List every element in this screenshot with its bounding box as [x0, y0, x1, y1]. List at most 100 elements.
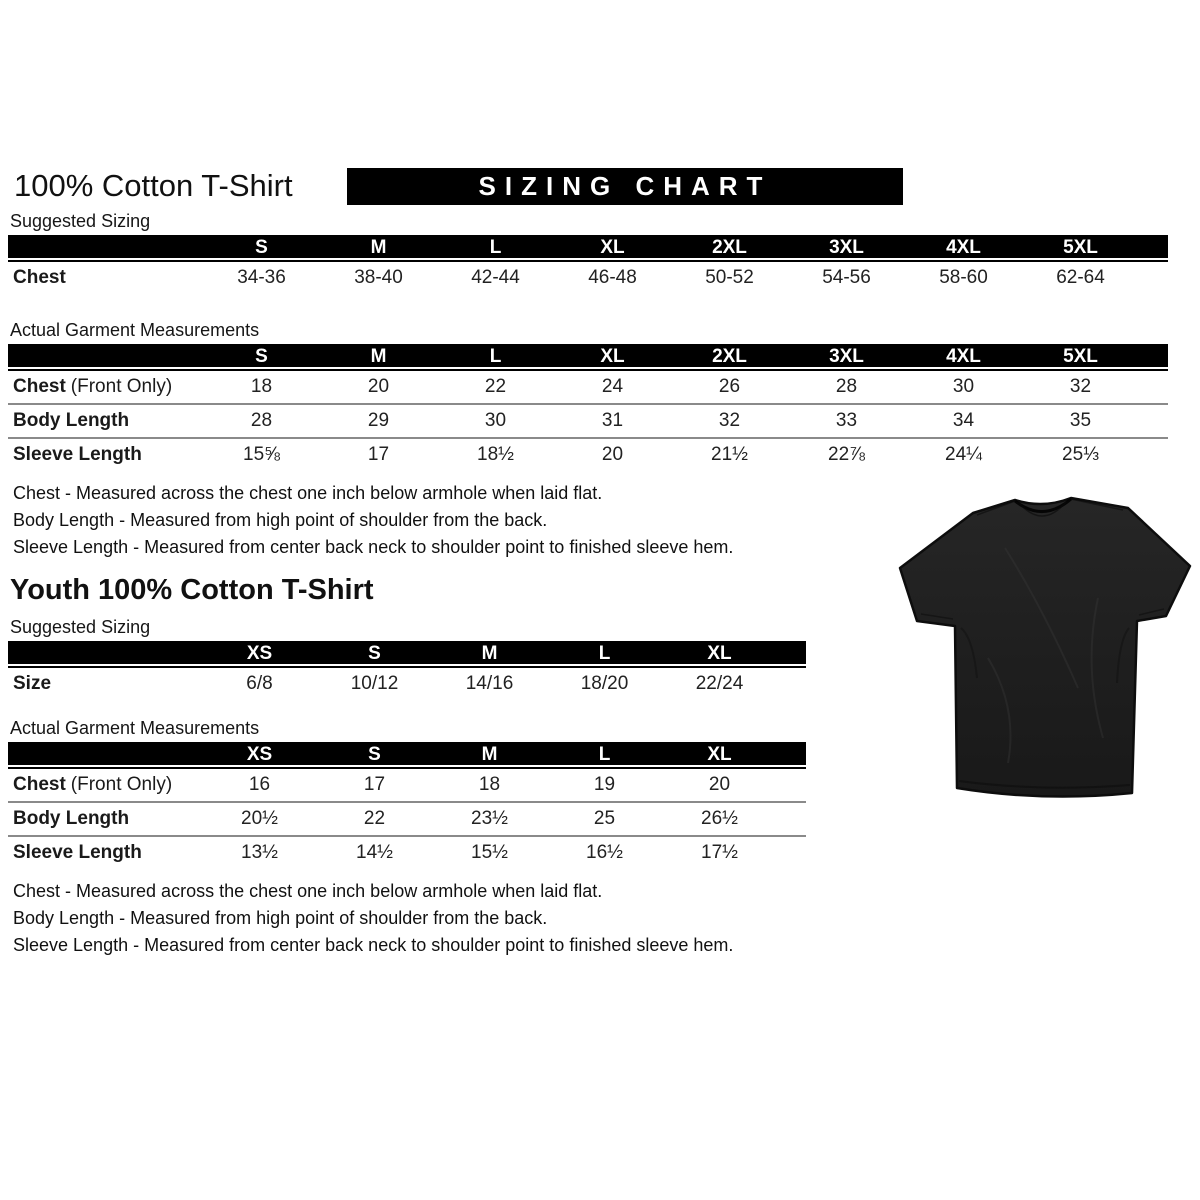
measurement-cell: 58-60: [939, 267, 988, 288]
youth-suggested-label: Suggested Sizing: [10, 617, 151, 637]
row-label: Sleeve Length: [13, 842, 142, 863]
size-col-header: XL: [554, 235, 671, 261]
table-row: Chest (Front Only) 16 17 18 19 20: [8, 768, 806, 802]
measurement-cell: 50-52: [705, 267, 754, 288]
measurement-cell: 38-40: [354, 267, 403, 288]
row-label: Size: [13, 673, 52, 694]
table-row: Chest 34-36 38-40 42-44 46-48 50-52 54-5…: [8, 261, 1168, 294]
measurement-cell: 14½: [356, 842, 393, 863]
label-header-cell: [8, 641, 202, 667]
youth-suggested-table: XS S M L XL Size 6/8 10/12 14/16 18/20 2…: [8, 641, 806, 700]
table-row: Sleeve Length 13½ 14½ 15½ 16½ 17½: [8, 836, 806, 869]
measurement-cell: 25: [593, 808, 616, 829]
measurement-cell: 18/20: [580, 673, 629, 694]
measurement-cell: 26½: [701, 808, 738, 829]
size-header-row: S M L XL 2XL 3XL 4XL 5XL: [8, 235, 1168, 261]
size-header-row: XS S M L XL: [8, 742, 806, 768]
measurement-cell: 18½: [477, 444, 514, 465]
measurement-cell: 34-36: [237, 267, 286, 288]
youth-notes: Chest - Measured across the chest one in…: [13, 878, 1192, 959]
measurement-cell: 24¼: [945, 444, 982, 465]
filler-header-cell: [777, 641, 806, 667]
measurement-cell: 24: [601, 376, 624, 397]
size-col-header: S: [317, 742, 432, 768]
adult-notes: Chest - Measured across the chest one in…: [13, 480, 1192, 561]
measurement-cell: 28: [250, 410, 273, 431]
measurement-cell: 54-56: [822, 267, 871, 288]
size-col-header: 5XL: [1022, 344, 1139, 370]
note-line: Chest - Measured across the chest one in…: [13, 483, 603, 503]
measurement-cell: 28: [835, 376, 858, 397]
measurement-cell: 15½: [471, 842, 508, 863]
measurement-cell: 17: [367, 444, 390, 465]
size-col-header: 2XL: [671, 235, 788, 261]
measurement-cell: 23½: [471, 808, 508, 829]
measurement-cell: 19: [593, 774, 616, 795]
note-line: Chest - Measured across the chest one in…: [13, 881, 603, 901]
measurement-cell: 33: [835, 410, 858, 431]
note-line: Body Length - Measured from high point o…: [13, 908, 548, 928]
measurement-cell: 20½: [241, 808, 278, 829]
youth-title: Youth 100% Cotton T-Shirt: [10, 574, 374, 606]
youth-actual-label: Actual Garment Measurements: [10, 718, 260, 738]
measurement-cell: 35: [1069, 410, 1092, 431]
measurement-cell: 62-64: [1056, 267, 1105, 288]
size-header-row: S M L XL 2XL 3XL 4XL 5XL: [8, 344, 1168, 370]
measurement-cell: 21½: [711, 444, 748, 465]
measurement-cell: 18: [478, 774, 501, 795]
size-col-header: M: [432, 641, 547, 667]
size-col-header: M: [432, 742, 547, 768]
size-col-header: XL: [662, 742, 777, 768]
size-col-header: XL: [662, 641, 777, 667]
size-col-header: S: [203, 344, 320, 370]
measurement-cell: 34: [952, 410, 975, 431]
measurement-cell: 32: [1069, 376, 1092, 397]
size-col-header: 4XL: [905, 235, 1022, 261]
page-title: 100% Cotton T-Shirt: [14, 168, 293, 203]
size-col-header: L: [547, 742, 662, 768]
adult-suggested-label: Suggested Sizing: [10, 211, 151, 231]
measurement-cell: 15⅝: [243, 444, 280, 465]
measurement-cell: 20: [367, 376, 390, 397]
measurement-cell: 17½: [701, 842, 738, 863]
label-header-cell: [8, 235, 203, 261]
size-col-header: 3XL: [788, 235, 905, 261]
measurement-cell: 18: [250, 376, 273, 397]
tshirt-image: [893, 478, 1193, 808]
size-col-header: XS: [202, 641, 317, 667]
adult-actual-label: Actual Garment Measurements: [10, 320, 260, 340]
measurement-cell: 31: [601, 410, 624, 431]
note-line: Sleeve Length - Measured from center bac…: [13, 537, 734, 557]
size-col-header: S: [203, 235, 320, 261]
sizing-chart-page: 100% Cotton T-Shirt SIZING CHART Suggest…: [8, 167, 1192, 959]
table-row: Chest (Front Only) 18 20 22 24 26 28 30 3…: [8, 370, 1168, 404]
size-col-header: XL: [554, 344, 671, 370]
row-label: Chest (Front Only): [13, 774, 173, 795]
size-col-header: M: [320, 235, 437, 261]
measurement-cell: 17: [363, 774, 386, 795]
youth-actual-table: XS S M L XL Chest (Front Only) 16 17 18 1…: [8, 742, 806, 869]
sizing-chart-banner: SIZING CHART: [347, 167, 903, 205]
measurement-cell: 46-48: [588, 267, 637, 288]
measurement-cell: 30: [484, 410, 507, 431]
measurement-cell: 16½: [586, 842, 623, 863]
row-label: Chest (Front Only): [13, 376, 173, 397]
measurement-cell: 26: [718, 376, 741, 397]
measurement-cell: 13½: [241, 842, 278, 863]
table-row: Size 6/8 10/12 14/16 18/20 22/24: [8, 667, 806, 700]
size-col-header: L: [547, 641, 662, 667]
size-col-header: 3XL: [788, 344, 905, 370]
measurement-cell: 22/24: [695, 673, 744, 694]
row-label: Body Length: [13, 410, 130, 431]
measurement-cell: 22⅞: [828, 444, 865, 465]
size-col-header: XS: [202, 742, 317, 768]
size-col-header: 5XL: [1022, 235, 1139, 261]
note-line: Body Length - Measured from high point o…: [13, 510, 548, 530]
measurement-cell: 29: [367, 410, 390, 431]
header-row: 100% Cotton T-Shirt SIZING CHART: [8, 167, 1192, 205]
table-row: Body Length 20½ 22 23½ 25 26½: [8, 802, 806, 836]
size-col-header: 2XL: [671, 344, 788, 370]
measurement-cell: 10/12: [350, 673, 399, 694]
label-header-cell: [8, 344, 203, 370]
size-col-header: M: [320, 344, 437, 370]
